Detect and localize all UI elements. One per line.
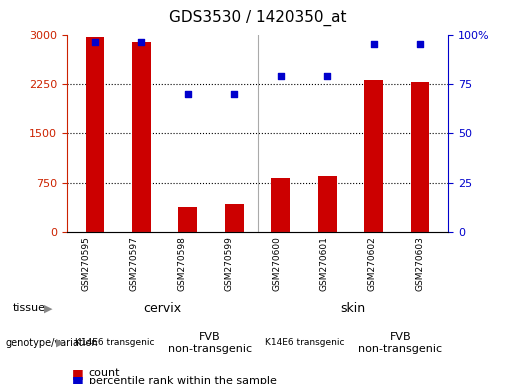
Text: genotype/variation: genotype/variation <box>5 338 98 348</box>
Point <box>91 40 99 46</box>
Text: GSM270598: GSM270598 <box>177 236 186 291</box>
Text: FVB
non-transgenic: FVB non-transgenic <box>358 332 442 354</box>
Bar <box>411 82 430 232</box>
Bar <box>179 207 197 232</box>
Text: ▶: ▶ <box>56 338 64 348</box>
Point <box>184 91 192 97</box>
Point <box>230 91 238 97</box>
Point <box>137 40 145 46</box>
Text: GSM270600: GSM270600 <box>272 236 281 291</box>
Bar <box>318 176 336 232</box>
Text: skin: skin <box>340 302 365 314</box>
Text: tissue: tissue <box>13 303 46 313</box>
Point <box>277 73 285 79</box>
Bar <box>132 43 150 232</box>
Point <box>416 41 424 48</box>
Text: FVB
non-transgenic: FVB non-transgenic <box>168 332 252 354</box>
Text: GSM270602: GSM270602 <box>368 236 376 291</box>
Text: GSM270601: GSM270601 <box>320 236 329 291</box>
Bar <box>365 80 383 232</box>
Text: ■: ■ <box>72 367 84 380</box>
Text: cervix: cervix <box>143 302 181 314</box>
Text: ■: ■ <box>72 374 84 384</box>
Text: ▶: ▶ <box>44 303 53 313</box>
Text: GDS3530 / 1420350_at: GDS3530 / 1420350_at <box>169 10 346 26</box>
Bar <box>225 204 244 232</box>
Text: K14E6 transgenic: K14E6 transgenic <box>75 338 154 347</box>
Text: GSM270603: GSM270603 <box>415 236 424 291</box>
Point <box>323 73 331 79</box>
Text: GSM270599: GSM270599 <box>225 236 234 291</box>
Text: percentile rank within the sample: percentile rank within the sample <box>89 376 277 384</box>
Text: count: count <box>89 368 120 378</box>
Text: GSM270595: GSM270595 <box>82 236 91 291</box>
Text: GSM270597: GSM270597 <box>129 236 139 291</box>
Point <box>370 41 378 48</box>
Bar <box>85 37 104 232</box>
Text: K14E6 transgenic: K14E6 transgenic <box>265 338 345 347</box>
Bar <box>271 178 290 232</box>
